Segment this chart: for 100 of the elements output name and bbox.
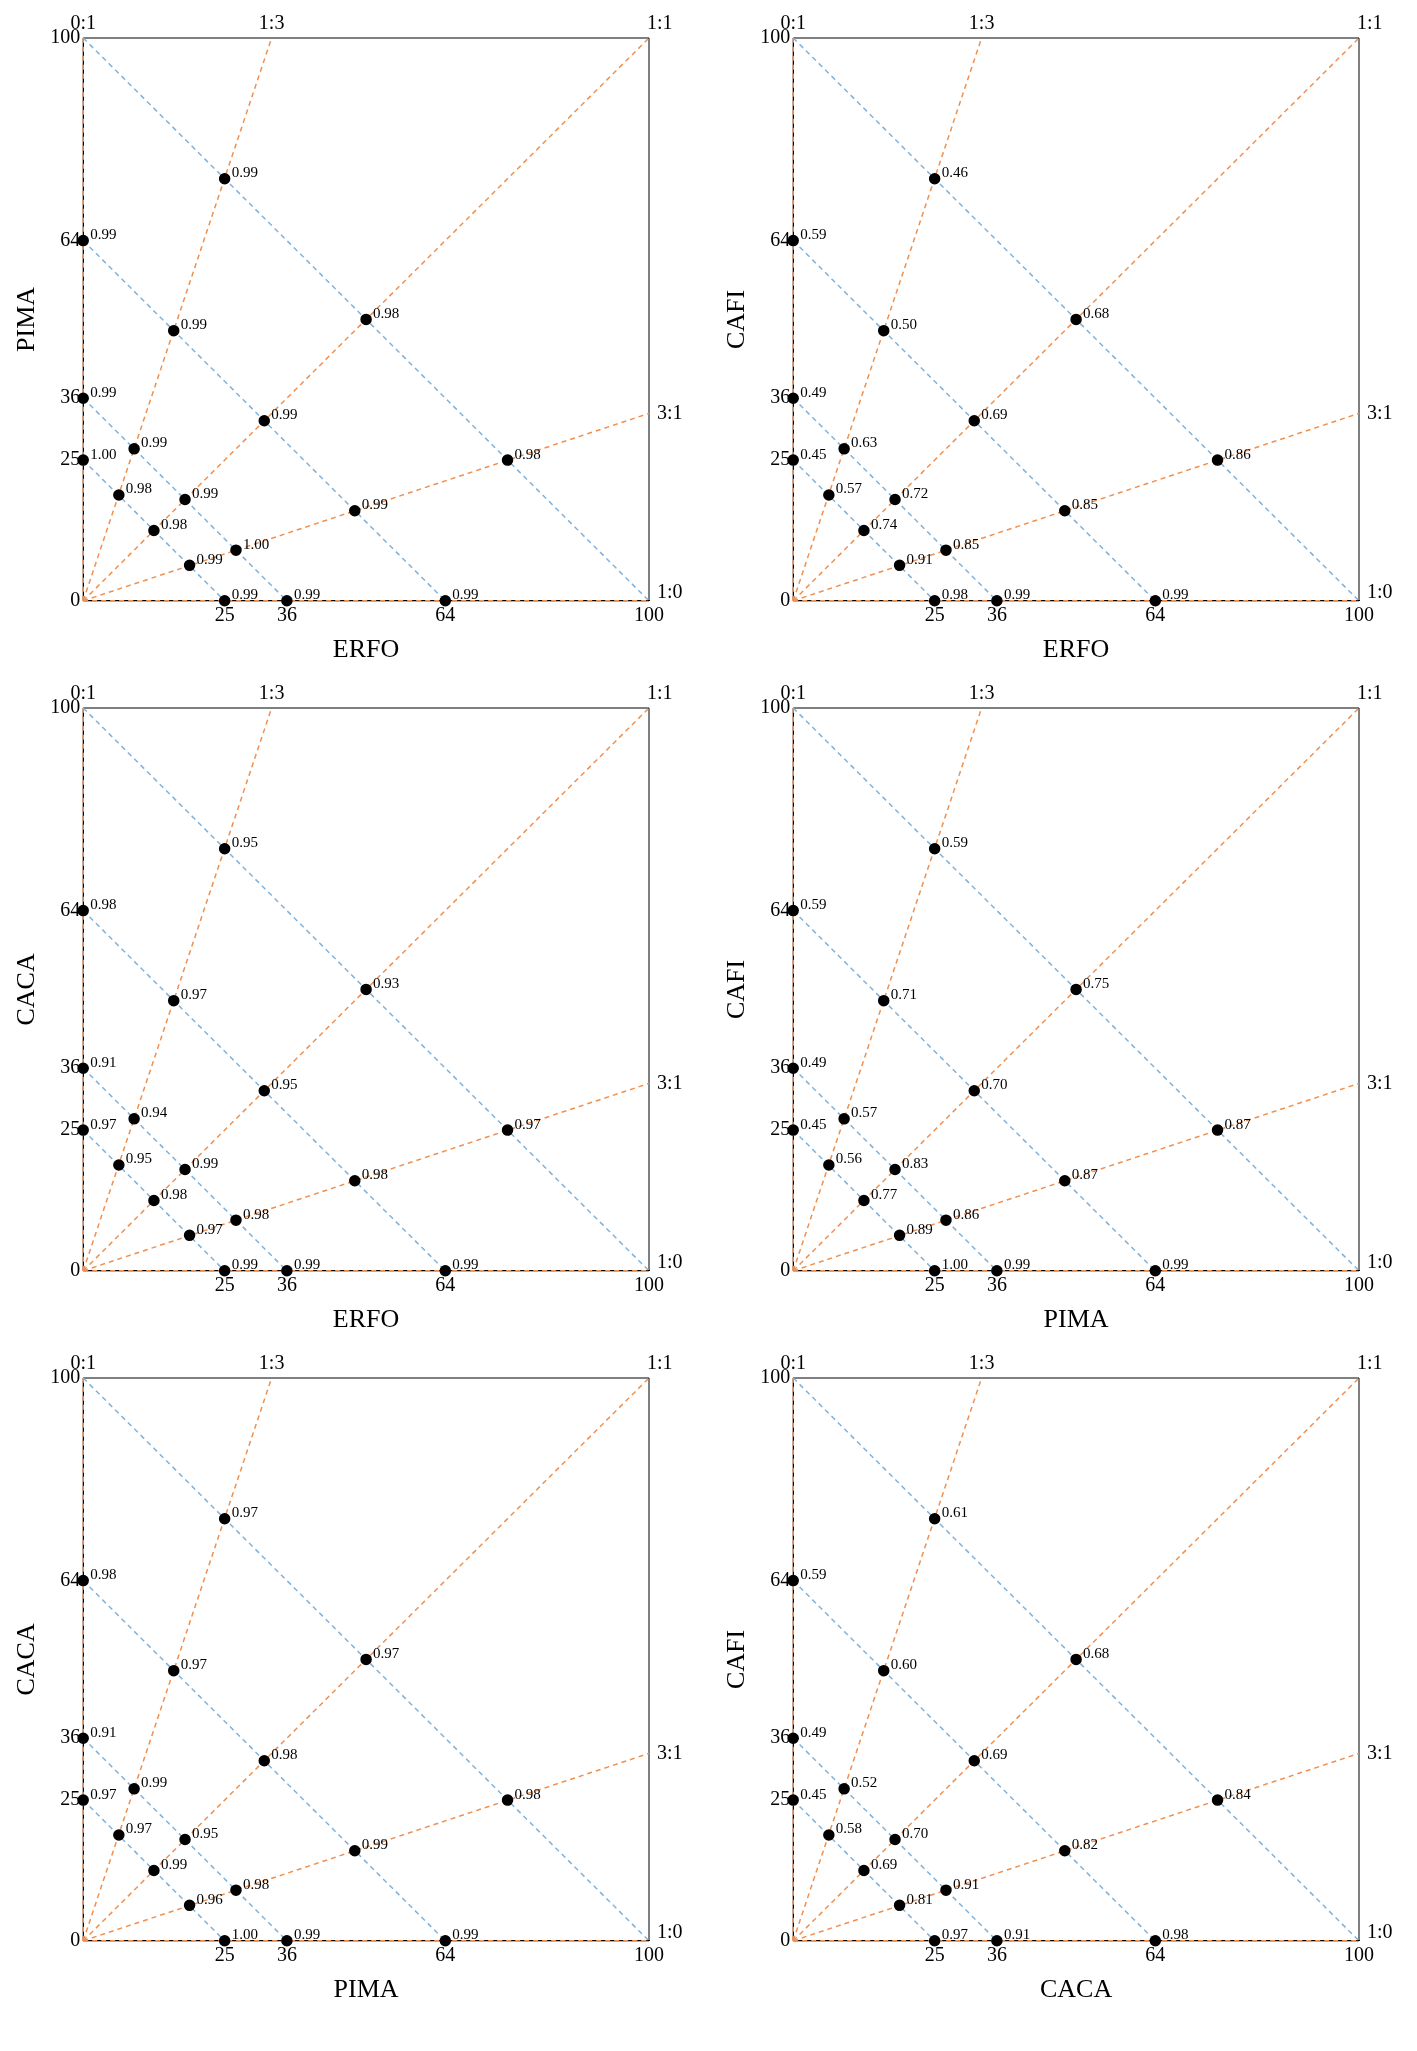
x-tick-label: 25 [924, 603, 945, 626]
x-tick-label: 100 [1344, 1943, 1374, 1966]
annotation: 0.85 [1071, 496, 1099, 513]
annotation: 0.99 [271, 406, 298, 423]
annotation: 1.00 [90, 445, 117, 462]
annotation: 0.97 [514, 1115, 542, 1132]
annotation: 0.99 [196, 550, 223, 567]
annotation: 0.97 [180, 986, 208, 1003]
annotation: 0.99 [90, 226, 117, 243]
annotation: 0.99 [1003, 586, 1031, 603]
annotation: 0.69 [981, 406, 1008, 423]
y-tick-label: 64 [60, 897, 81, 920]
annotation: 0.99 [1162, 1256, 1189, 1273]
y-axis-title: CAFI [721, 1629, 751, 1690]
y-tick-label: 0 [70, 1928, 81, 1951]
series-label: 1:1 [1357, 1351, 1383, 1374]
annotation: 0.98 [271, 1746, 298, 1763]
x-tick-label: 64 [1145, 603, 1166, 626]
x-tick-label: 25 [924, 1943, 945, 1966]
annotation: 0.77 [870, 1185, 898, 1202]
annotation: 0.99 [180, 316, 207, 333]
annotation: 0.99 [361, 496, 389, 513]
x-tick-label: 100 [634, 1943, 664, 1966]
annotation: 0.99 [452, 1256, 479, 1273]
annotation: 0.59 [941, 834, 968, 851]
annotation: 0.98 [1162, 1926, 1189, 1943]
series-label: 1:1 [1357, 681, 1383, 704]
annotation: 0.99 [192, 484, 219, 501]
annotation: 0.97 [90, 1785, 117, 1802]
annotation: 0.98 [90, 1566, 117, 1583]
annotation: 0.99 [1003, 1256, 1031, 1273]
annotation: 0.99 [231, 586, 258, 603]
series-label: 1:1 [647, 1351, 673, 1374]
annotation: 0.97 [125, 1820, 153, 1837]
series-label: 3:1 [1367, 1070, 1393, 1093]
y-axis-title: CACA [11, 953, 41, 1026]
annotation: 0.91 [906, 550, 933, 567]
annotation: 0.58 [835, 1820, 863, 1837]
annotation: 1.00 [242, 535, 270, 552]
annotation: 0.91 [90, 1053, 117, 1070]
annotation: 0.57 [835, 480, 863, 497]
annotation: 0.99 [90, 383, 117, 400]
annotation: 1.00 [231, 1926, 258, 1943]
annotation: 0.83 [902, 1154, 929, 1171]
annotation: 0.63 [851, 434, 878, 451]
series-label: 3:1 [657, 1740, 683, 1763]
x-tick-label: 36 [986, 603, 1007, 626]
annotation: 0.59 [800, 226, 827, 243]
x-tick-label: 100 [1344, 603, 1374, 626]
series-label: 3:1 [657, 1070, 683, 1093]
series-label: 1:0 [657, 1250, 683, 1273]
x-tick-label: 25 [214, 1273, 235, 1296]
series-label: 1:3 [968, 1351, 995, 1374]
x-tick-label: 64 [1145, 1273, 1166, 1296]
x-tick-label: 36 [986, 1273, 1007, 1296]
series-label: 3:1 [657, 400, 683, 423]
annotation: 0.98 [242, 1875, 270, 1892]
annotation: 0.61 [941, 1504, 968, 1521]
x-tick-label: 64 [1145, 1943, 1166, 1966]
annotation: 0.99 [141, 434, 168, 451]
annotation: 0.99 [160, 1855, 188, 1872]
annotation: 0.68 [1083, 304, 1110, 321]
annotation: 0.69 [981, 1746, 1008, 1763]
series-label: 3:1 [1367, 400, 1393, 423]
annotation: 0.94 [141, 1104, 168, 1121]
y-tick-label: 64 [60, 1567, 81, 1590]
annotation: 0.82 [1071, 1836, 1099, 1853]
annotation: 0.97 [231, 1504, 259, 1521]
annotation: 0.98 [160, 515, 188, 532]
series-label: 1:0 [1367, 580, 1393, 603]
series-label: 1:1 [647, 681, 673, 704]
annotation: 0.95 [231, 834, 258, 851]
annotation: 0.95 [125, 1150, 153, 1167]
x-tick-label: 36 [276, 1943, 297, 1966]
annotation: 0.99 [293, 1256, 321, 1273]
annotation: 0.95 [271, 1076, 298, 1093]
series-label: 1:0 [657, 1920, 683, 1943]
series-label: 1:3 [258, 1351, 285, 1374]
y-tick-label: 64 [60, 227, 81, 250]
x-tick-label: 100 [634, 1273, 664, 1296]
x-tick-label: 64 [435, 1943, 456, 1966]
annotation: 0.81 [906, 1890, 933, 1907]
y-tick-label: 0 [70, 588, 81, 611]
series-label: 1:1 [647, 11, 673, 34]
annotation: 0.99 [452, 1926, 479, 1943]
annotation: 0.99 [293, 586, 321, 603]
annotation: 0.97 [373, 1644, 400, 1661]
annotation: 0.99 [452, 586, 479, 603]
series-label: 1:1 [1357, 11, 1383, 34]
x-tick-label: 25 [214, 603, 235, 626]
x-axis-title: PIMA [333, 1974, 399, 2004]
y-axis-title: CAFI [721, 959, 751, 1020]
annotation: 0.49 [800, 383, 827, 400]
y-tick-label: 0 [780, 1928, 791, 1951]
x-tick-label: 64 [435, 603, 456, 626]
annotation: 0.84 [1224, 1785, 1252, 1802]
annotation: 0.91 [90, 1723, 117, 1740]
annotation: 0.95 [192, 1824, 219, 1841]
annotation: 0.71 [890, 986, 917, 1003]
series-label: 1:0 [1367, 1250, 1393, 1273]
